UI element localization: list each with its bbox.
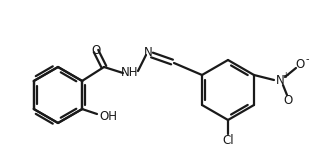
Text: O: O bbox=[283, 93, 292, 106]
Text: Cl: Cl bbox=[222, 133, 234, 146]
Text: N: N bbox=[276, 73, 284, 86]
Text: N: N bbox=[144, 46, 152, 60]
Text: NH: NH bbox=[121, 66, 139, 80]
Text: O: O bbox=[91, 44, 100, 58]
Text: O: O bbox=[295, 58, 305, 71]
Text: +: + bbox=[282, 71, 288, 80]
Text: OH: OH bbox=[99, 111, 117, 124]
Text: -: - bbox=[305, 54, 309, 64]
